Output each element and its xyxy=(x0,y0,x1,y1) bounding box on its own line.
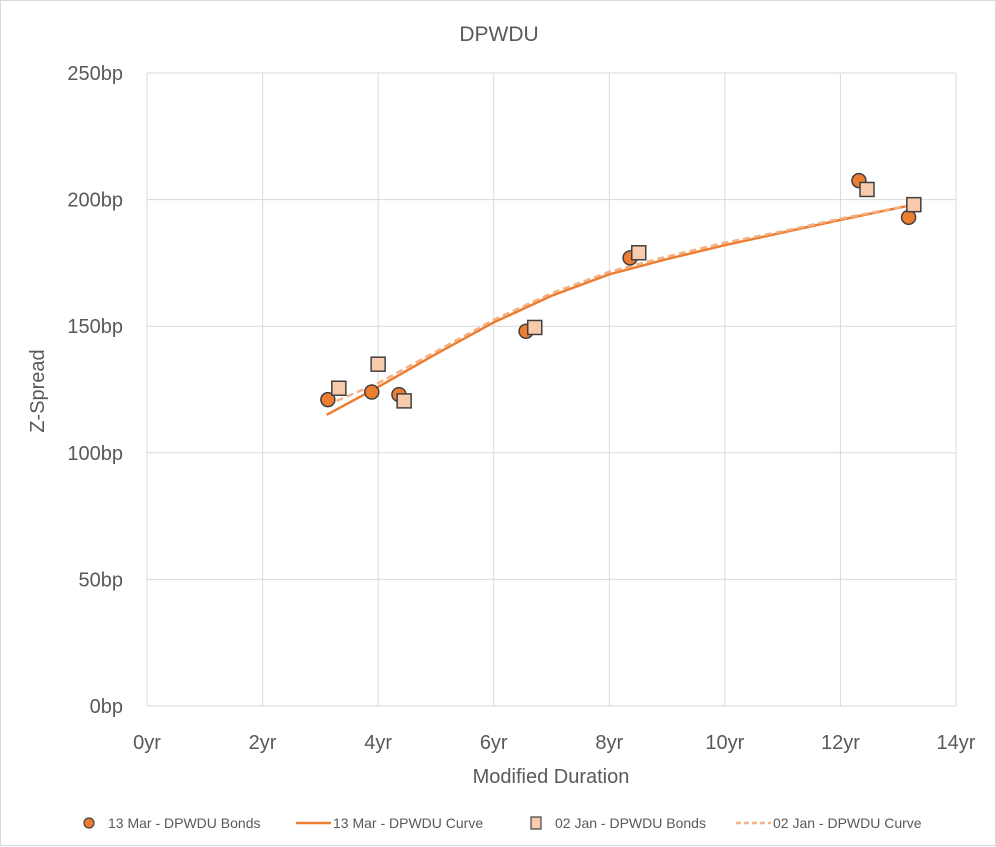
legend-label: 13 Mar - DPWDU Bonds xyxy=(108,815,260,831)
y-tick-label: 50bp xyxy=(79,569,124,591)
legend-square-icon xyxy=(530,816,542,830)
bond-point-circle xyxy=(320,391,336,408)
bond-point-circle xyxy=(900,209,917,226)
legend: 13 Mar - DPWDU Bonds 13 Mar - DPWDU Curve… xyxy=(83,815,922,831)
x-tick-label: 4yr xyxy=(364,732,392,754)
legend-label: 13 Mar - DPWDU Curve xyxy=(333,815,483,831)
x-axis-label: Modified Duration xyxy=(473,766,630,788)
legend-label: 02 Jan - DPWDU Bonds xyxy=(555,815,706,831)
plot-marks xyxy=(320,172,922,416)
y-tick-label: 100bp xyxy=(67,443,123,465)
bond-point-square xyxy=(906,196,922,213)
x-tick-label: 6yr xyxy=(480,732,508,754)
y-tick-label: 250bp xyxy=(67,63,123,85)
y-tick-label: 0bp xyxy=(90,696,123,718)
x-tick-label: 12yr xyxy=(821,732,860,754)
bond-point-square xyxy=(526,319,543,336)
x-tick-label: 10yr xyxy=(705,732,744,754)
x-tick-label: 14yr xyxy=(937,732,976,754)
bond-point-square xyxy=(396,393,412,409)
legend-label: 02 Jan - DPWDU Curve xyxy=(773,815,922,831)
x-tick-label: 8yr xyxy=(595,732,623,754)
x-tick-label: 2yr xyxy=(249,732,277,754)
dashed-curve-line xyxy=(336,203,915,403)
bond-point-square xyxy=(859,181,875,198)
y-tick-label: 200bp xyxy=(67,190,123,212)
y-tick-label: 150bp xyxy=(67,316,123,338)
bond-point-square xyxy=(331,380,347,396)
legend-circle-icon xyxy=(83,817,95,829)
y-axis-label: Z-Spread xyxy=(27,349,49,432)
bond-point-circle xyxy=(364,384,380,400)
solid-curve-line xyxy=(326,203,915,416)
x-tick-label: 0yr xyxy=(133,732,161,754)
chart-title: DPWDU xyxy=(459,23,538,46)
gridlines xyxy=(146,72,957,707)
bond-point-square xyxy=(631,245,647,261)
bond-point-square xyxy=(370,356,386,372)
tick-labels: 0yr 2yr 4yr 6yr 8yr 10yr 12yr 14yr 0bp 50bp 100bp 1… xyxy=(67,63,975,754)
